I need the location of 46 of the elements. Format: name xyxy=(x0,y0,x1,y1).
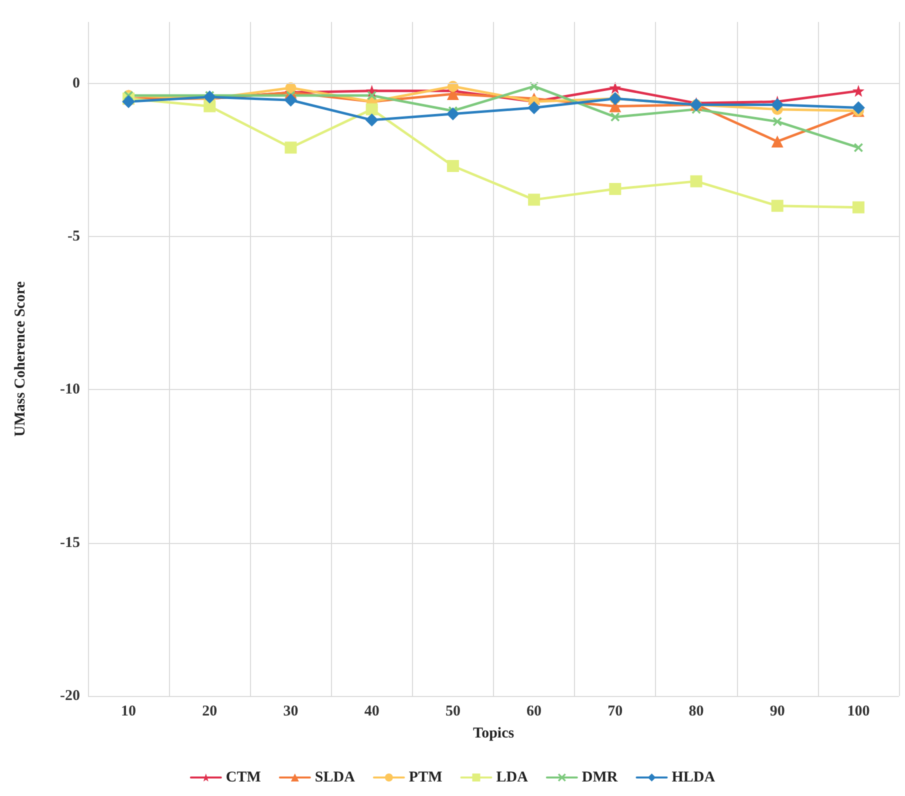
point xyxy=(446,160,459,172)
x-tick-label: 100 xyxy=(847,704,870,720)
point xyxy=(852,101,865,114)
point xyxy=(854,143,863,152)
point xyxy=(284,142,297,154)
point xyxy=(772,117,782,126)
point xyxy=(690,175,702,188)
y-tick-label: -15 xyxy=(60,534,80,551)
x-tick-label: 80 xyxy=(688,704,704,720)
x-tick-label: 60 xyxy=(526,704,542,720)
y-axis-title: UMass Coherence Score xyxy=(12,281,28,437)
point xyxy=(771,135,784,148)
point xyxy=(122,95,136,108)
y-tick-label: -20 xyxy=(60,688,80,704)
point xyxy=(609,182,622,195)
x-tick-label: 20 xyxy=(202,704,218,720)
point xyxy=(528,194,540,206)
point xyxy=(609,82,622,94)
point xyxy=(284,94,298,107)
point xyxy=(446,107,460,120)
x-tick-label: 90 xyxy=(770,704,785,720)
x-tick-label: 70 xyxy=(608,704,623,720)
legend-label: DMR xyxy=(582,770,618,786)
x-tick-label: 10 xyxy=(121,704,136,720)
x-axis-title: Topics xyxy=(472,726,514,742)
point xyxy=(528,101,541,114)
point xyxy=(367,91,376,100)
legend-label: HLDA xyxy=(672,770,716,786)
x-tick-label: 50 xyxy=(445,704,460,720)
point xyxy=(852,84,864,97)
legend-label: CTM xyxy=(226,770,261,786)
y-tick-label: 0 xyxy=(72,75,80,92)
legend-label: PTM xyxy=(408,770,442,786)
y-tick-label: -10 xyxy=(60,382,80,398)
legend-label: LDA xyxy=(496,770,528,786)
point xyxy=(610,112,620,122)
point xyxy=(852,201,864,214)
point xyxy=(770,98,784,112)
point xyxy=(365,114,378,127)
x-tick-label: 40 xyxy=(364,704,380,720)
y-tick-label: -5 xyxy=(68,228,80,244)
point xyxy=(771,200,784,212)
point xyxy=(204,100,216,112)
point xyxy=(366,103,378,116)
legend-label: SLDA xyxy=(314,770,356,786)
x-tick-label: 30 xyxy=(283,704,298,720)
